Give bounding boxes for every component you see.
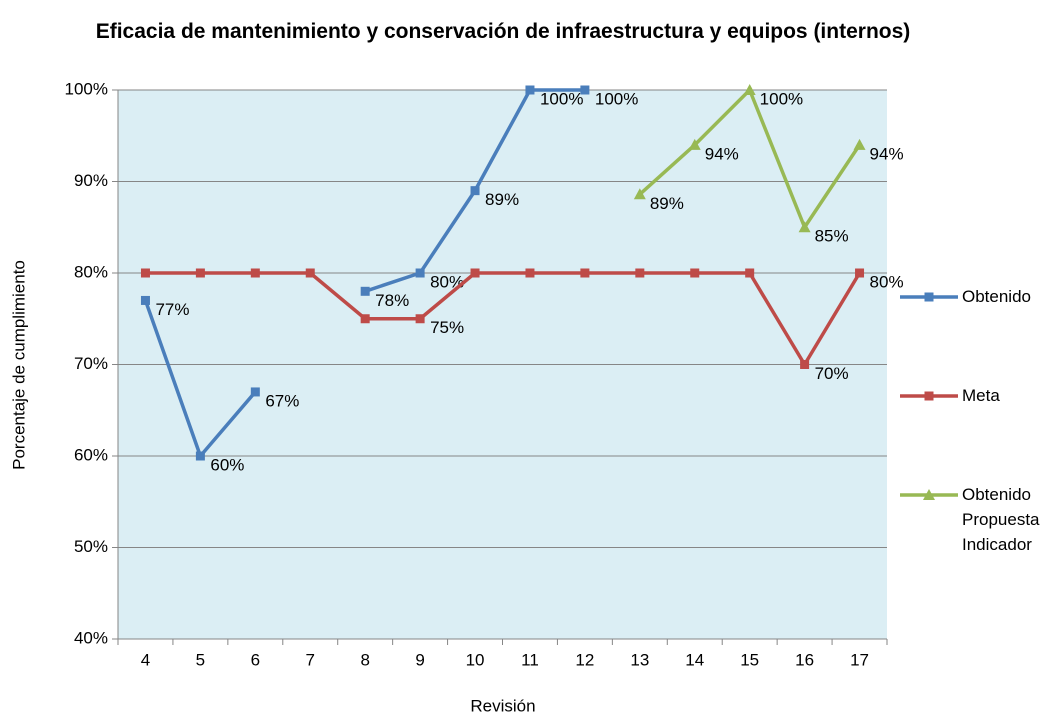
data-label: 100% bbox=[540, 89, 583, 108]
x-tick-label: 11 bbox=[521, 650, 539, 669]
series-line bbox=[145, 271, 862, 367]
legend-label: Obtenido bbox=[962, 287, 1031, 306]
legend-label: Obtenido Propuesta Indicador bbox=[962, 485, 1040, 554]
data-point bbox=[140, 268, 150, 278]
data-label: 60% bbox=[210, 455, 244, 474]
data-point bbox=[525, 268, 535, 278]
x-tick-label: 16 bbox=[795, 650, 814, 669]
x-tick-label: 7 bbox=[306, 650, 315, 669]
legend-label: Meta bbox=[962, 386, 1000, 405]
x-tick-label: 14 bbox=[685, 650, 704, 669]
data-point bbox=[470, 268, 480, 278]
data-label: 94% bbox=[870, 144, 904, 163]
x-tick-label: 15 bbox=[740, 650, 759, 669]
data-label: 85% bbox=[815, 227, 849, 246]
x-axis-label: Revisión bbox=[470, 696, 535, 715]
data-point bbox=[690, 268, 700, 278]
chart-title: Eficacia de mantenimiento y conservación… bbox=[95, 20, 911, 43]
data-point bbox=[250, 268, 260, 278]
data-point bbox=[360, 314, 370, 324]
data-point bbox=[140, 295, 150, 305]
data-point bbox=[360, 286, 370, 296]
data-point bbox=[195, 268, 205, 278]
data-point bbox=[415, 314, 425, 324]
data-label: 100% bbox=[760, 89, 803, 108]
legend-marker bbox=[924, 292, 934, 302]
y-tick-label: 40% bbox=[74, 628, 108, 647]
legend-marker bbox=[923, 489, 935, 500]
data-point bbox=[853, 138, 866, 150]
data-point bbox=[635, 268, 645, 278]
data-point bbox=[580, 85, 590, 95]
y-axis-label: Porcentaje de cumplimiento bbox=[9, 260, 28, 470]
data-label: 80% bbox=[870, 272, 904, 291]
x-tick-label: 9 bbox=[415, 650, 424, 669]
x-tick-label: 17 bbox=[850, 650, 869, 669]
data-label: 89% bbox=[650, 194, 684, 213]
y-tick-label: 50% bbox=[74, 537, 108, 556]
x-tick-label: 12 bbox=[575, 650, 594, 669]
y-tick-label: 80% bbox=[74, 262, 108, 281]
x-tick-label: 13 bbox=[630, 650, 649, 669]
data-label: 67% bbox=[265, 391, 299, 410]
data-label: 80% bbox=[430, 272, 464, 291]
data-point bbox=[305, 268, 315, 278]
x-tick-label: 5 bbox=[196, 650, 205, 669]
data-point bbox=[250, 387, 260, 397]
data-point bbox=[195, 451, 205, 461]
data-point bbox=[525, 85, 535, 95]
x-tick-label: 8 bbox=[360, 650, 369, 669]
data-point bbox=[745, 268, 755, 278]
data-point bbox=[798, 221, 811, 233]
data-label: 78% bbox=[375, 291, 409, 310]
data-label: 75% bbox=[430, 318, 464, 337]
data-label: 77% bbox=[155, 300, 189, 319]
data-point bbox=[800, 360, 810, 369]
data-label: 94% bbox=[705, 144, 739, 163]
data-label: 70% bbox=[815, 364, 849, 383]
x-tick-label: 10 bbox=[466, 650, 485, 669]
y-tick-label: 90% bbox=[74, 171, 108, 190]
data-point bbox=[633, 188, 646, 200]
data-label: 89% bbox=[485, 190, 519, 209]
legend-marker bbox=[924, 391, 934, 401]
data-point bbox=[743, 84, 756, 95]
y-tick-label: 70% bbox=[74, 354, 108, 373]
data-point bbox=[470, 186, 480, 196]
y-tick-label: 60% bbox=[74, 445, 108, 464]
x-tick-label: 4 bbox=[141, 650, 150, 669]
data-point bbox=[580, 268, 590, 278]
data-point bbox=[415, 268, 425, 278]
data-point bbox=[855, 268, 865, 278]
x-tick-label: 6 bbox=[251, 650, 260, 669]
y-tick-label: 100% bbox=[65, 79, 108, 98]
data-point bbox=[688, 138, 701, 150]
data-label: 100% bbox=[595, 89, 638, 108]
